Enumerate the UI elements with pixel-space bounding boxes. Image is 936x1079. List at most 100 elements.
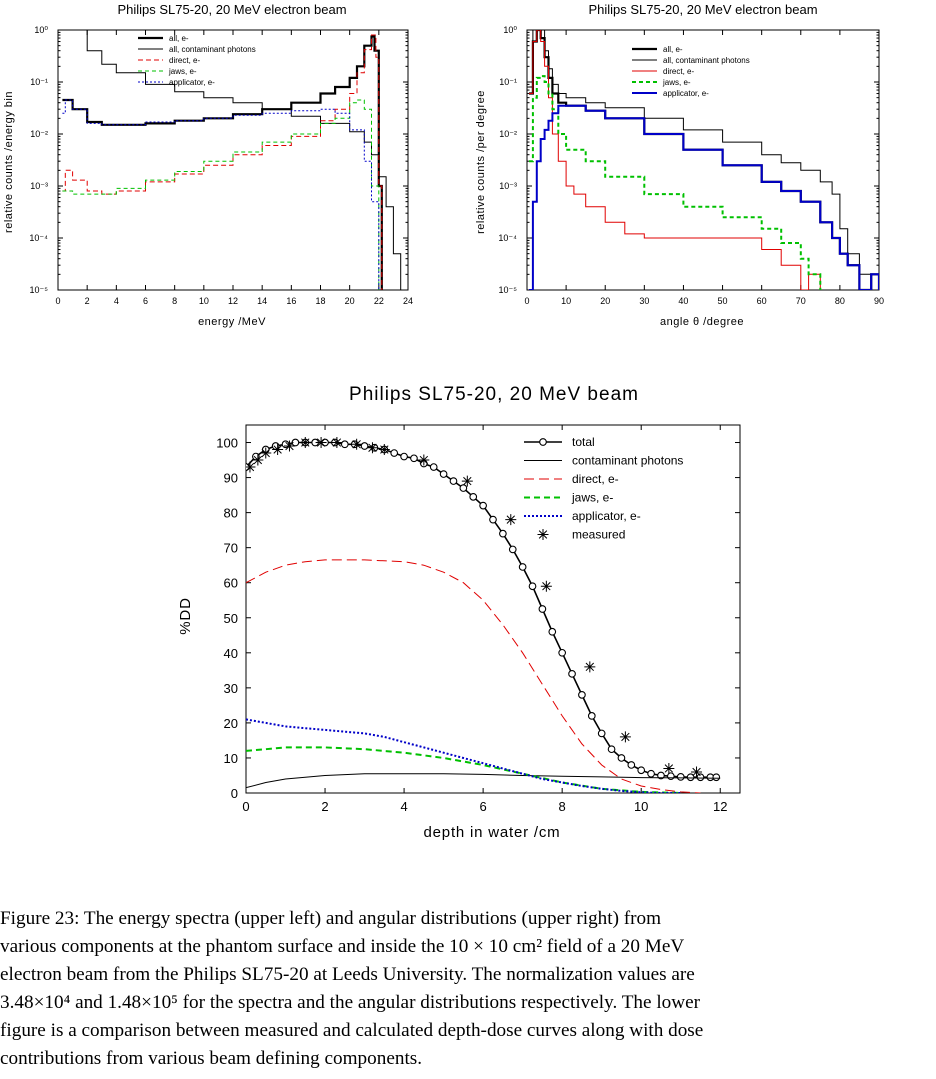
depth-series-measured-point xyxy=(505,514,517,526)
depth-series-total-point xyxy=(587,712,596,720)
caption-line: figure is a comparison between measured … xyxy=(0,1020,704,1041)
figure-canvas: Philips SL75-20, 20 MeV electron beam en… xyxy=(3,2,884,841)
angle-x-tick-label: 20 xyxy=(600,296,610,306)
energy-x-tick-label: 10 xyxy=(199,296,209,306)
depth-series-total-point xyxy=(538,605,547,613)
angular-distribution-panel: Philips SL75-20, 20 MeV electron beam an… xyxy=(475,2,884,328)
angle-y-tick-label: 10⁻³ xyxy=(499,181,517,191)
depth-series-measured-point xyxy=(272,444,284,456)
energy-x-axis-label: energy /MeV xyxy=(198,316,266,328)
depth-series-measured-point xyxy=(366,442,378,454)
energy-series-direct-e-line xyxy=(62,34,383,290)
energy-series-jaws-e-line xyxy=(62,99,380,290)
depth-plot-frame xyxy=(245,424,741,794)
depth-series-total-point xyxy=(429,463,438,471)
caption-line: electron beam from the Philips SL75-20 a… xyxy=(0,964,695,985)
energy-x-tick-label: 22 xyxy=(374,296,384,306)
angle-y-tick-label: 10⁻⁵ xyxy=(499,285,518,295)
depth-series-measured-point xyxy=(584,661,596,673)
energy-series-group xyxy=(62,30,402,290)
depth-y-tick-label: 40 xyxy=(224,646,238,661)
energy-spectra-panel: Philips SL75-20, 20 MeV electron beam en… xyxy=(3,2,413,328)
energy-x-tick-label: 8 xyxy=(172,296,177,306)
depth-series-total-point xyxy=(499,529,507,538)
depth-series-direct-e-legend-label: direct, e- xyxy=(572,472,619,486)
depth-series-total-point xyxy=(676,773,685,781)
angle-plot-frame xyxy=(526,29,880,291)
angle-series-direct-e-legend-label: direct, e- xyxy=(663,67,694,76)
depth-series-total-point xyxy=(479,501,487,510)
energy-y-tick-label: 10⁻¹ xyxy=(30,77,48,87)
depth-y-tick-label: 60 xyxy=(224,576,238,591)
angle-series-jaws-e-legend-label: jaws, e- xyxy=(662,78,691,87)
depth-series-measured-point xyxy=(663,762,675,774)
depth-series-total-point xyxy=(340,440,349,449)
energy-x-tick-label: 2 xyxy=(85,296,90,306)
depth-series-total-point xyxy=(400,452,408,461)
angle-x-tick-label: 50 xyxy=(718,296,728,306)
depth-series-measured-point xyxy=(378,444,390,456)
depth-series-total-legend-marker xyxy=(539,438,547,446)
angle-series-all-contaminant-photons-legend-label: all, contaminant photons xyxy=(663,56,750,65)
depth-series-measured-point xyxy=(691,766,703,778)
depth-x-tick-label: 12 xyxy=(713,799,727,814)
depth-y-tick-label: 30 xyxy=(224,681,238,696)
angle-y-axis-label: relative counts /per degree xyxy=(475,90,487,234)
energy-series-all-e-legend-label: all, e- xyxy=(169,34,189,43)
energy-chart-title: Philips SL75-20, 20 MeV electron beam xyxy=(117,2,346,17)
depth-y-tick-label: 10 xyxy=(224,751,238,766)
depth-series-total-point xyxy=(627,761,636,769)
energy-series-all-contaminant-photons-legend-label: all, contaminant photons xyxy=(169,45,256,54)
depth-series-total-point xyxy=(696,773,705,782)
angle-x-tick-label: 90 xyxy=(874,296,884,306)
depth-series-measured-point xyxy=(252,454,264,466)
angle-x-tick-label: 70 xyxy=(796,296,806,306)
depth-y-tick-label: 50 xyxy=(224,611,238,626)
depth-y-tick-label: 0 xyxy=(231,786,238,801)
depth-series-total-point xyxy=(360,442,369,450)
angle-x-axis-label: angle θ /degree xyxy=(660,316,744,328)
caption-line: Figure 23: The energy spectra (upper lef… xyxy=(0,908,662,929)
energy-series-all-e-line xyxy=(62,35,383,290)
angle-x-tick-label: 10 xyxy=(561,296,571,306)
angle-series-jaws-e-line xyxy=(529,75,822,290)
depth-y-tick-label: 100 xyxy=(216,436,238,451)
angle-series-all-e-line xyxy=(529,30,879,290)
depth-series-total-point xyxy=(390,449,399,457)
angle-chart-title: Philips SL75-20, 20 MeV electron beam xyxy=(588,2,817,17)
depth-y-tick-label: 80 xyxy=(224,506,238,521)
depth-series-total-point xyxy=(518,563,527,571)
depth-dose-panel: Philips SL75-20, 20 MeV beam depth in wa… xyxy=(177,384,741,841)
depth-x-tick-label: 10 xyxy=(634,799,648,814)
energy-series-direct-e-legend-label: direct, e- xyxy=(169,56,200,65)
depth-series-jaws-e-legend-label: jaws, e- xyxy=(571,491,613,505)
angle-series-direct-e-line xyxy=(529,30,821,290)
energy-x-tick-label: 14 xyxy=(257,296,267,306)
angle-y-tick-label: 10⁻¹ xyxy=(499,77,517,87)
depth-series-jaws-e-line xyxy=(246,746,681,793)
depth-x-tick-label: 6 xyxy=(480,799,487,814)
depth-x-tick-label: 0 xyxy=(242,799,249,814)
caption-line: various components at the phantom surfac… xyxy=(0,936,685,957)
depth-series-group xyxy=(246,437,721,793)
angle-series-all-e-legend-label: all, e- xyxy=(663,45,683,54)
depth-series-total-point xyxy=(449,477,458,485)
depth-series-total-point xyxy=(558,648,567,657)
angle-series-applicator-e-legend-label: applicator, e- xyxy=(663,89,709,98)
depth-dose-x-axis-label: depth in water /cm xyxy=(424,824,561,841)
energy-y-tick-label: 10⁻⁴ xyxy=(29,233,48,243)
depth-series-contaminant-photons-line xyxy=(246,773,721,789)
depth-series-applicator-e-legend-label: applicator, e- xyxy=(572,509,641,523)
energy-y-tick-label: 10⁻³ xyxy=(30,181,48,191)
angle-x-tick-label: 60 xyxy=(757,296,767,306)
depth-series-measured-point xyxy=(315,437,327,449)
depth-series-total-point xyxy=(489,515,497,524)
depth-series-total-legend-label: total xyxy=(572,435,595,449)
depth-series-total-point xyxy=(578,691,586,699)
angle-series-group xyxy=(529,30,879,290)
depth-series-total-point xyxy=(647,769,655,778)
depth-series-total-point xyxy=(617,754,626,762)
depth-series-total-point xyxy=(548,627,557,636)
depth-series-total-point xyxy=(607,745,616,754)
angle-y-tick-label: 10⁰ xyxy=(503,25,517,35)
